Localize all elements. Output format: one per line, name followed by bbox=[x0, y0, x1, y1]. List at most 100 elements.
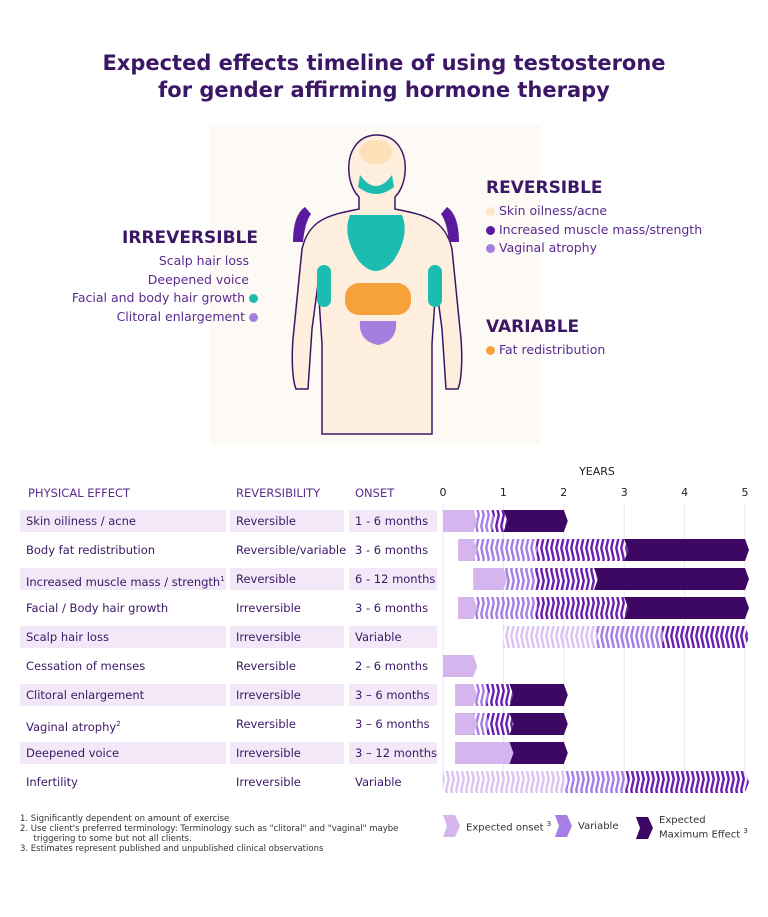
bar-segment-onset bbox=[458, 597, 478, 619]
x-tick-label: 1 bbox=[500, 486, 507, 499]
cell-text: 3 – 6 months bbox=[355, 717, 430, 731]
header-physical-effect: PHYSICAL EFFECT bbox=[28, 486, 131, 500]
bar-segment-onset bbox=[455, 684, 478, 706]
legend-item: Scalp hair loss bbox=[72, 252, 258, 271]
cell-onset: 2 - 6 months bbox=[349, 655, 437, 677]
cell-text: Reversible bbox=[236, 514, 296, 528]
legend-item: Skin oilness/acne bbox=[486, 202, 702, 221]
bar-segment-variable bbox=[503, 568, 538, 590]
bar-segment-variable_dark bbox=[624, 771, 749, 793]
irreversible-group: IRREVERSIBLE Scalp hair loss Deepened voi… bbox=[72, 228, 258, 326]
cell-effect: Clitoral enlargement bbox=[20, 684, 226, 706]
cell-text: Infertility bbox=[26, 775, 78, 789]
cell-text: 3 - 6 months bbox=[355, 543, 429, 557]
legend-item: Deepened voice bbox=[72, 271, 258, 290]
bar-segment-variable bbox=[473, 539, 538, 561]
reversible-group: REVERSIBLE Skin oilness/acne Increased m… bbox=[486, 178, 702, 258]
bar-segment-onset bbox=[443, 655, 478, 677]
cell-reversibility: Reversible/variable bbox=[230, 539, 347, 561]
color-dot-icon bbox=[486, 244, 495, 253]
superscript: 2 bbox=[116, 720, 121, 728]
timeline-chart: YEARS 0 1 2 3 4 5 bbox=[440, 465, 749, 793]
item-label: Increased muscle mass/strength bbox=[498, 221, 703, 237]
bar-segment-max bbox=[624, 597, 749, 619]
item-label: Deepened voice bbox=[147, 271, 249, 287]
bar-segment-variable_light bbox=[503, 626, 598, 648]
cell-onset: 3 – 12 months bbox=[349, 742, 437, 764]
bar-segment-variable_dark bbox=[533, 539, 629, 561]
cell-effect: Skin oiliness / acne bbox=[20, 510, 226, 532]
x-tick-label: 0 bbox=[440, 486, 447, 499]
color-dot-icon bbox=[486, 225, 495, 235]
cell-text: 3 – 6 months bbox=[355, 688, 430, 702]
item-label: Scalp hair loss bbox=[158, 253, 249, 268]
bar-segment-variable_dark bbox=[533, 568, 598, 590]
x-tick-label: 4 bbox=[681, 486, 688, 499]
cell-text: Cessation of menses bbox=[26, 659, 146, 673]
cell-text: Variable bbox=[355, 630, 402, 644]
bar-segment-max bbox=[509, 742, 568, 764]
cell-text: Reversible bbox=[236, 717, 296, 731]
cell-text: Reversible bbox=[236, 572, 296, 586]
cell-onset: 6 - 12 months bbox=[349, 568, 437, 590]
legend-chevron-icon bbox=[443, 815, 460, 837]
cell-effect: Vaginal atrophy2 bbox=[20, 713, 226, 735]
body-illustration bbox=[210, 125, 540, 445]
cell-text: Reversible/variable bbox=[236, 543, 347, 557]
bar-segment-max bbox=[509, 713, 568, 735]
legend-chevron-icon bbox=[636, 816, 653, 839]
cell-reversibility: Reversible bbox=[230, 568, 344, 590]
bar-segment-variable bbox=[473, 684, 490, 706]
cell-effect: Deepened voice bbox=[20, 742, 226, 764]
bar-segment-variable bbox=[473, 597, 538, 619]
bar-segment-variable bbox=[594, 626, 665, 648]
cell-effect: Facial / Body hair growth bbox=[20, 597, 226, 619]
cell-reversibility: Irreversible bbox=[230, 771, 344, 793]
cell-text: Reversible bbox=[236, 659, 296, 673]
irreversible-heading: IRREVERSIBLE bbox=[122, 228, 258, 248]
variable-group: VARIABLE Fat redistribution bbox=[486, 317, 605, 360]
cell-text: Irreversible bbox=[236, 630, 301, 644]
bar-segment-onset bbox=[455, 713, 478, 735]
cell-onset: Variable bbox=[349, 626, 437, 648]
bar-segment-variable_dark bbox=[533, 597, 629, 619]
item-label: Fat redistribution bbox=[498, 342, 606, 357]
cell-reversibility: Reversible bbox=[230, 510, 344, 532]
bar-segment-variable_dark bbox=[491, 510, 508, 532]
legend-label: Variable bbox=[578, 820, 619, 832]
superscript: 1 bbox=[220, 575, 225, 583]
cell-text: Skin oiliness / acne bbox=[26, 514, 136, 528]
cell-text: 3 - 6 months bbox=[355, 601, 429, 615]
cell-text: Vaginal atrophy bbox=[26, 719, 117, 734]
legend-item: Facial and body hair growth bbox=[72, 289, 258, 308]
cell-reversibility: Reversible bbox=[230, 655, 344, 677]
cell-text: 2 - 6 months bbox=[355, 659, 429, 673]
cell-text: 6 - 12 months bbox=[355, 572, 436, 586]
cell-text: Clitoral enlargement bbox=[26, 688, 145, 702]
x-tick-label: 2 bbox=[560, 486, 567, 499]
cell-text: Increased muscle mass / strength bbox=[26, 574, 221, 589]
cell-text: Deepened voice bbox=[26, 746, 120, 760]
x-axis-label: YEARS bbox=[578, 465, 615, 478]
cell-text: Irreversible bbox=[236, 775, 301, 789]
cell-reversibility: Irreversible bbox=[230, 626, 344, 648]
bar-segment-variable_dark bbox=[485, 713, 514, 735]
bar-segment-max bbox=[624, 539, 749, 561]
bar-segment-variable bbox=[563, 771, 629, 793]
header-onset: ONSET bbox=[355, 486, 395, 500]
bar-segment-onset bbox=[443, 510, 478, 532]
legend-chevron-icon bbox=[555, 815, 572, 837]
cell-text: Variable bbox=[355, 775, 402, 789]
cell-text: Irreversible bbox=[236, 688, 301, 702]
bar-segment-max bbox=[503, 510, 568, 532]
cell-onset: 1 - 6 months bbox=[349, 510, 437, 532]
legend-item: Vaginal atrophy bbox=[486, 239, 702, 258]
cell-effect: Body fat redistribution bbox=[20, 539, 226, 561]
item-label: Clitoral enlargement bbox=[116, 308, 246, 324]
bar-segment-variable_dark bbox=[485, 684, 514, 706]
legend-onset: Expected onset 3 bbox=[443, 815, 551, 837]
legend-item: Clitoral enlargement bbox=[72, 308, 258, 327]
footnotes: 1. Significantly dependent on amount of … bbox=[20, 814, 399, 854]
cell-reversibility: Irreversible bbox=[230, 742, 344, 764]
legend-max: Expected Maximum Effect 3 bbox=[636, 815, 754, 840]
